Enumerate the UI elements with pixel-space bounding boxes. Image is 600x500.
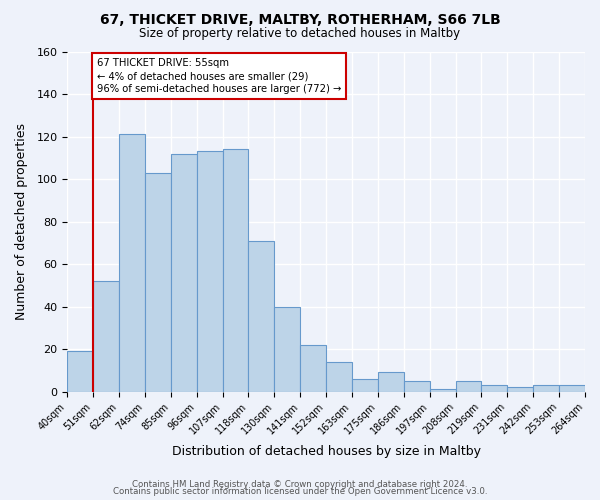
Bar — [197, 152, 223, 392]
Bar — [326, 362, 352, 392]
Bar — [455, 381, 481, 392]
Bar — [93, 281, 119, 392]
Bar — [119, 134, 145, 392]
Bar — [404, 381, 430, 392]
Bar — [559, 385, 585, 392]
Text: 67, THICKET DRIVE, MALTBY, ROTHERHAM, S66 7LB: 67, THICKET DRIVE, MALTBY, ROTHERHAM, S6… — [100, 12, 500, 26]
Bar — [378, 372, 404, 392]
Bar — [67, 351, 93, 392]
Text: 67 THICKET DRIVE: 55sqm
← 4% of detached houses are smaller (29)
96% of semi-det: 67 THICKET DRIVE: 55sqm ← 4% of detached… — [97, 58, 341, 94]
Bar — [481, 385, 508, 392]
X-axis label: Distribution of detached houses by size in Maltby: Distribution of detached houses by size … — [172, 444, 481, 458]
Bar — [145, 172, 171, 392]
Bar — [508, 388, 533, 392]
Bar — [352, 379, 378, 392]
Bar — [300, 345, 326, 392]
Text: Contains public sector information licensed under the Open Government Licence v3: Contains public sector information licen… — [113, 488, 487, 496]
Text: Contains HM Land Registry data © Crown copyright and database right 2024.: Contains HM Land Registry data © Crown c… — [132, 480, 468, 489]
Bar — [533, 385, 559, 392]
Text: Size of property relative to detached houses in Maltby: Size of property relative to detached ho… — [139, 28, 461, 40]
Bar — [274, 306, 300, 392]
Bar — [223, 150, 248, 392]
Y-axis label: Number of detached properties: Number of detached properties — [15, 123, 28, 320]
Bar — [430, 390, 455, 392]
Bar — [248, 240, 274, 392]
Bar — [171, 154, 197, 392]
